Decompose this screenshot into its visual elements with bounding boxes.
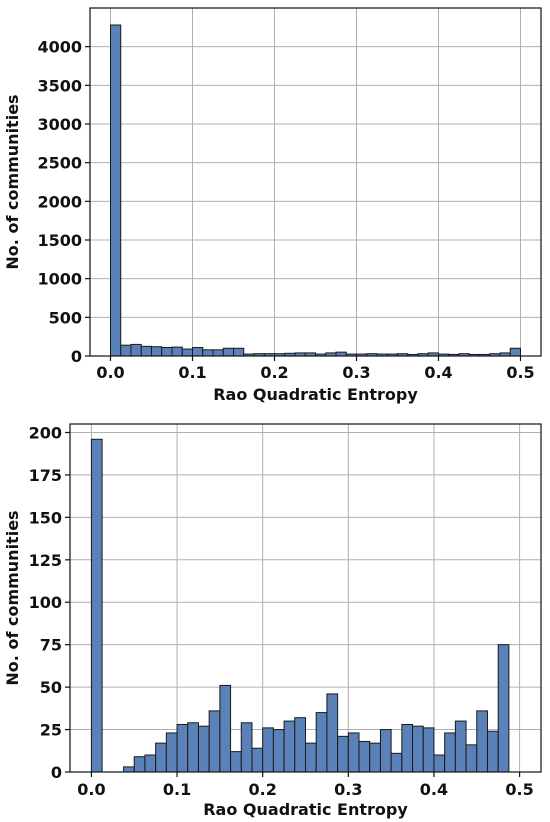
histogram-bar [176,723,189,773]
y-tick-label: 125 [29,551,62,570]
y-tick-label: 0 [71,347,82,366]
histogram-bar [202,349,214,357]
y-tick-label: 0 [51,763,62,782]
histogram-bar [251,747,264,773]
y-tick-label: 4000 [37,38,82,57]
histogram-bar [422,727,435,773]
histogram-bar [90,438,103,773]
histogram-bar [476,710,488,773]
y-axis-label: No. of communities [3,94,22,269]
histogram-bar [171,346,183,357]
histogram-bar [509,347,521,357]
y-tick-label: 1000 [37,270,82,289]
y-tick-label: 150 [29,508,62,527]
y-tick-label: 500 [49,308,82,327]
histogram-bar [130,343,142,357]
histogram-bar [187,722,199,773]
histogram-bar [326,693,339,773]
histogram-bar [140,345,152,357]
histogram-bar [161,346,173,357]
histogram-bar [294,717,306,773]
x-axis-label: Rao Quadratic Entropy [213,385,418,404]
histogram-bar [433,754,446,773]
plot-frame [69,423,542,773]
histogram-bar [358,740,371,773]
histogram-bar [262,727,274,773]
histogram-bar [230,751,242,773]
y-tick-label: 1500 [37,231,82,250]
histogram-bar [222,347,234,357]
chart-1: 0.0 0.1 0.2 0.3 0.4 0.5 0 500 1000 1500 2000 2500 30… [3,7,542,404]
y-tick-label: 2000 [37,192,82,211]
histogram-bar [219,684,232,773]
x-tick-label: 0.1 [178,363,206,382]
x-tick-label: 0.0 [96,363,124,382]
y-tick-label: 3500 [37,76,82,95]
histogram-bar [123,766,135,773]
histogram-bar [155,742,167,773]
y-tick-label: 75 [40,636,62,655]
histogram-bar [337,735,349,773]
histogram-bar [305,742,317,773]
x-tick-label: 0.5 [506,363,534,382]
x-tick-label: 0.4 [424,363,452,382]
histogram-bar [151,346,163,357]
chart-2: 0.0 0.1 0.2 0.3 0.4 0.5 0 25 50 75 100 125 150 175 200… [3,423,542,819]
histogram-bar [390,752,403,773]
histogram-bar [486,730,499,773]
x-tick-label: 0.5 [505,780,533,799]
histogram-bar [208,710,221,773]
histogram-bar [369,742,381,773]
x-tick-label: 0.2 [249,780,277,799]
y-axis-label: No. of communities [3,510,22,685]
y-tick-label: 2500 [37,154,82,173]
histogram-bar [144,754,157,773]
histogram-bar [444,732,456,773]
histogram-bar [133,756,146,773]
histogram-bar [212,349,224,357]
histogram-bar [454,720,467,773]
histogram-bar [120,344,132,357]
histogram-bar [465,744,478,773]
histogram-bar [197,725,210,773]
y-tick-label: 50 [40,678,62,697]
y-tick-label: 100 [29,593,62,612]
histogram-bar [192,346,204,357]
x-axis-label: Rao Quadratic Entropy [203,800,408,819]
histogram-bar [412,725,424,773]
y-tick-label: 25 [40,721,62,740]
histogram-bar [240,722,253,773]
histogram-bar [379,729,392,773]
x-tick-label: 0.3 [334,780,362,799]
histogram-bar [315,712,328,773]
x-tick-label: 0.3 [342,363,370,382]
y-tick-label: 175 [29,466,62,485]
x-tick-label: 0.0 [77,780,105,799]
x-tick-label: 0.1 [163,780,191,799]
histogram-bar [110,24,122,357]
histogram-bar [233,347,245,357]
histogram-bar [165,732,178,773]
histogram-bar [181,348,193,357]
histogram-bar [401,723,414,773]
histogram-bar [272,729,285,773]
x-tick-label: 0.4 [420,780,448,799]
x-tick-label: 0.2 [260,363,288,382]
y-tick-label: 3000 [37,115,82,134]
plot-frame [89,7,542,357]
histogram-bar [283,720,296,773]
histogram-bar [497,644,510,773]
histogram-bar [347,732,360,773]
y-tick-label: 200 [29,423,62,442]
